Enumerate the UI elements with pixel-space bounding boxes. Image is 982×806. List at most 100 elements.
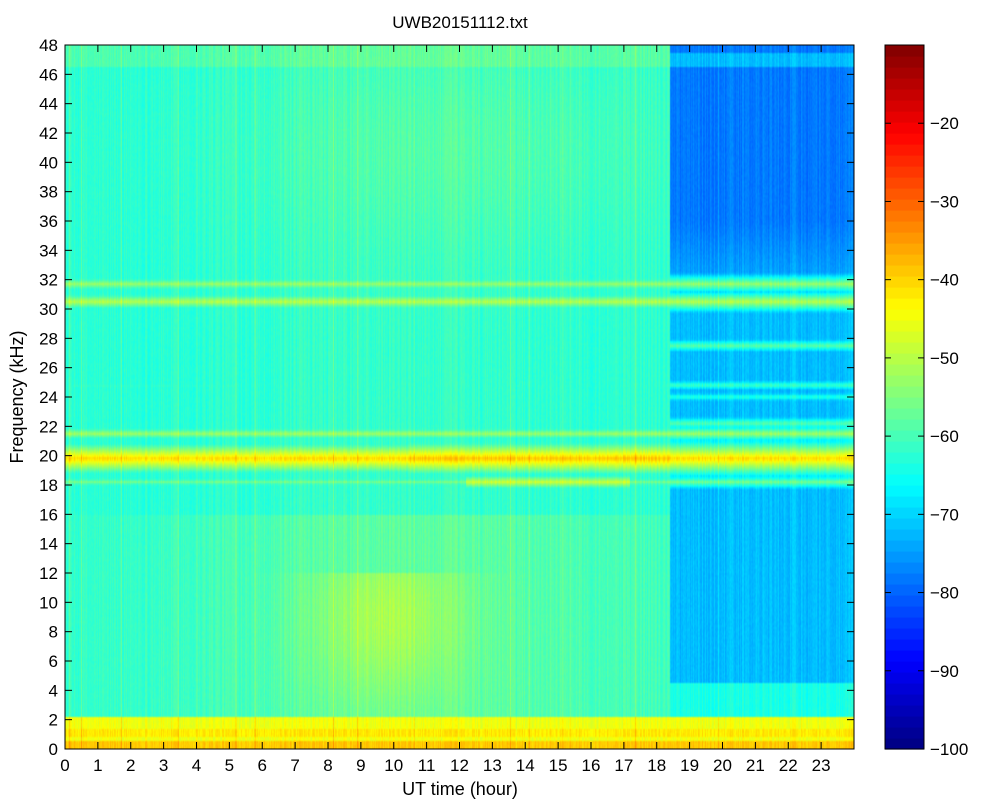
colorbar-cell	[885, 419, 924, 431]
colorbar-cell	[885, 188, 924, 200]
colorbar-cell	[885, 331, 924, 343]
x-tick-label: 20	[713, 756, 732, 775]
y-tick-label: 2	[49, 711, 58, 730]
colorbar-cell	[885, 408, 924, 420]
colorbar-cell	[885, 320, 924, 332]
y-tick-label: 36	[39, 212, 58, 231]
colorbar-cell	[885, 100, 924, 112]
x-tick-label: 12	[450, 756, 469, 775]
y-tick-label: 20	[39, 447, 58, 466]
x-tick-label: 4	[192, 756, 201, 775]
x-tick-label: 14	[516, 756, 535, 775]
colorbar-cell	[885, 595, 924, 607]
colorbar-cell	[885, 650, 924, 662]
colorbar-cell	[885, 441, 924, 453]
spectrogram-heatmap	[65, 45, 854, 749]
colorbar-cell	[885, 452, 924, 464]
colorbar-cell	[885, 430, 924, 442]
colorbar-tick-label: −50	[930, 349, 959, 368]
colorbar-cell	[885, 111, 924, 123]
colorbar-cell	[885, 265, 924, 277]
colorbar-tick-label: −30	[930, 192, 959, 211]
colorbar-cell	[885, 144, 924, 156]
y-tick-label: 46	[39, 65, 58, 84]
colorbar-cell	[885, 562, 924, 574]
colorbar-cell	[885, 133, 924, 145]
colorbar-tick-label: −100	[930, 740, 968, 759]
colorbar: −100 −90 −80 −70 −60 −50 −40 −30 −20	[884, 44, 968, 759]
y-tick-label: 10	[39, 593, 58, 612]
y-axis-label: Frequency (kHz)	[7, 330, 27, 463]
colorbar-frame	[884, 44, 925, 750]
y-tick-label: 24	[39, 388, 58, 407]
x-tick-label: 2	[126, 756, 135, 775]
colorbar-cell	[885, 518, 924, 530]
y-tick-label: 32	[39, 271, 58, 290]
colorbar-cell	[885, 727, 924, 739]
colorbar-cell	[885, 287, 924, 299]
colorbar-cell	[885, 507, 924, 519]
y-tick-label: 34	[39, 241, 58, 260]
y-tick-label: 8	[49, 623, 58, 642]
y-tick-label: 44	[39, 95, 58, 114]
colorbar-cell	[885, 397, 924, 409]
colorbar-cell	[885, 166, 924, 178]
x-tick-label: 15	[549, 756, 568, 775]
x-tick-label: 11	[418, 756, 436, 775]
colorbar-cell	[885, 386, 924, 398]
y-tick-label: 40	[39, 153, 58, 172]
colorbar-cell	[885, 606, 924, 618]
colorbar-cell	[885, 364, 924, 376]
colorbar-scale	[885, 45, 924, 750]
colorbar-cell	[885, 199, 924, 211]
x-tick-label: 13	[483, 756, 502, 775]
y-tick-label: 18	[39, 476, 58, 495]
y-tick-label: 12	[39, 564, 58, 583]
colorbar-tick-label: −20	[930, 114, 959, 133]
y-tick-label: 26	[39, 359, 58, 378]
x-axis-ticks: 0 1 2 3 4 5 6 7 8 9 10 11 12 13 14 15 16 17 18 19 20 21 22 23	[60, 45, 831, 775]
y-tick-label: 28	[39, 329, 58, 348]
colorbar-cell	[885, 529, 924, 541]
colorbar-cell	[885, 155, 924, 167]
colorbar-cell	[885, 485, 924, 497]
colorbar-cell	[885, 661, 924, 673]
colorbar-cell	[885, 573, 924, 585]
colorbar-cell	[885, 210, 924, 222]
colorbar-cell	[885, 540, 924, 552]
colorbar-cell	[885, 221, 924, 233]
colorbar-cell	[885, 342, 924, 354]
y-tick-label: 48	[39, 36, 58, 55]
y-tick-label: 6	[49, 652, 58, 671]
y-axis-ticks: 0246810121416182022242628303234363840424…	[39, 36, 854, 759]
colorbar-cell	[885, 309, 924, 321]
colorbar-cell	[885, 694, 924, 706]
x-tick-label: 8	[323, 756, 332, 775]
colorbar-cell	[885, 232, 924, 244]
x-tick-label: 22	[779, 756, 798, 775]
y-tick-label: 22	[39, 417, 58, 436]
colorbar-cell	[885, 474, 924, 486]
colorbar-cell	[885, 177, 924, 189]
colorbar-cell	[885, 375, 924, 387]
x-tick-label: 19	[680, 756, 699, 775]
colorbar-cell	[885, 78, 924, 90]
x-tick-label: 3	[159, 756, 168, 775]
chart-title: UWB20151112.txt	[392, 13, 528, 32]
x-axis-label: UT time (hour)	[402, 779, 518, 799]
x-tick-label: 1	[93, 756, 102, 775]
colorbar-cell	[885, 496, 924, 508]
y-tick-label: 16	[39, 505, 58, 524]
x-tick-label: 5	[225, 756, 234, 775]
colorbar-cell	[885, 353, 924, 365]
colorbar-cell	[885, 672, 924, 684]
x-tick-label: 16	[582, 756, 601, 775]
colorbar-cell	[885, 243, 924, 255]
colorbar-cell	[885, 254, 924, 266]
colorbar-tick-label: −40	[930, 271, 959, 290]
x-tick-label: 21	[746, 756, 765, 775]
colorbar-cell	[885, 67, 924, 79]
colorbar-cell	[885, 298, 924, 310]
y-tick-label: 38	[39, 183, 58, 202]
colorbar-cell	[885, 705, 924, 717]
